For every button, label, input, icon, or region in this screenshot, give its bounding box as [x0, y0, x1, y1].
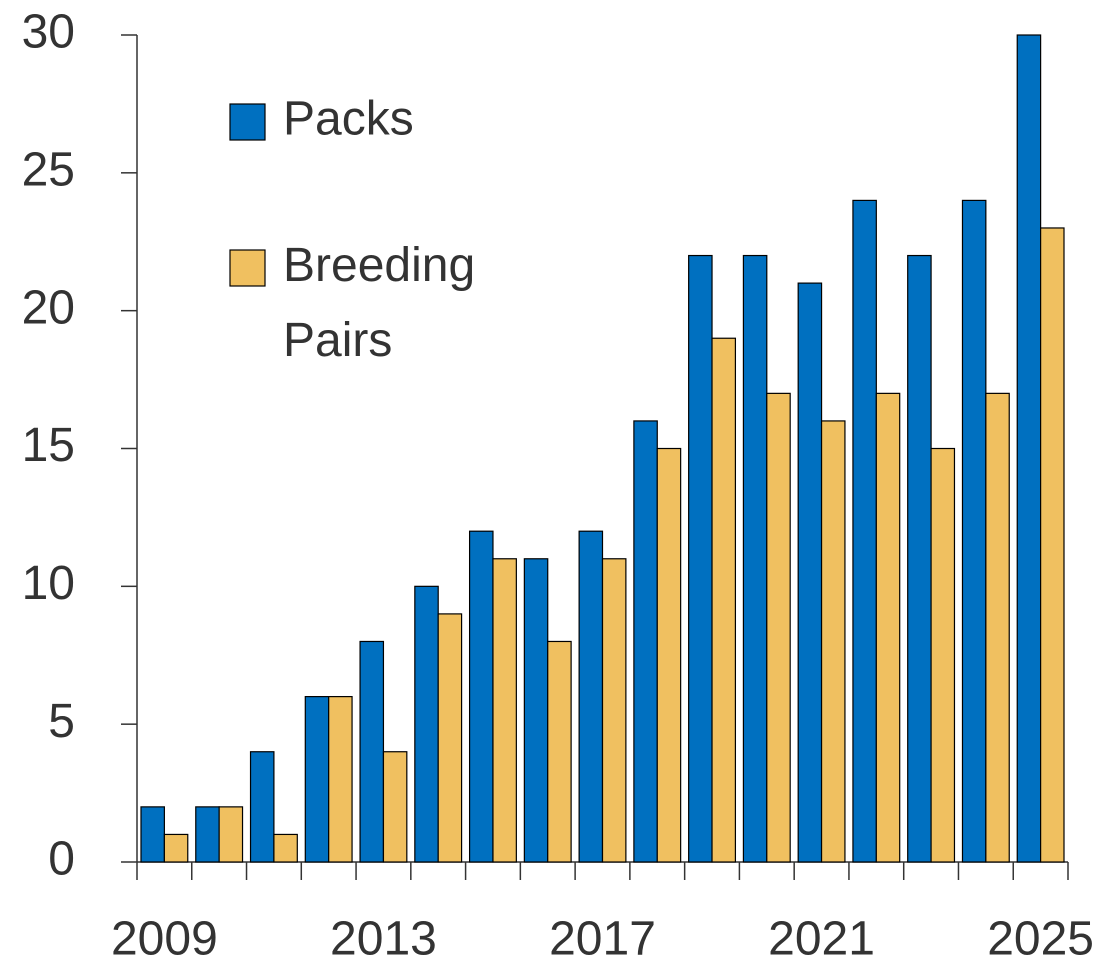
bar [742, 254, 768, 863]
bar [601, 558, 627, 863]
bar [414, 585, 439, 863]
bar [1016, 34, 1042, 863]
bar [328, 695, 353, 863]
bar [578, 530, 604, 863]
bar [766, 392, 791, 863]
bar [547, 640, 572, 863]
bar [523, 558, 549, 863]
bar [656, 447, 682, 863]
y-tick-label: 20 [22, 281, 75, 334]
bar [820, 420, 846, 863]
legend-swatch [229, 103, 266, 141]
bar [492, 558, 517, 863]
bar [218, 806, 244, 863]
bar [163, 833, 189, 863]
y-tick-label: 10 [22, 557, 75, 610]
y-tick-label: 30 [22, 6, 75, 59]
legend-label: Packs [283, 93, 414, 146]
bar [437, 613, 463, 863]
x-tick-label: 2017 [549, 913, 656, 966]
legend-swatch [229, 249, 266, 287]
bar [797, 282, 823, 863]
bar [273, 833, 298, 863]
bar [985, 392, 1010, 863]
x-tick-label: 2021 [768, 913, 875, 966]
x-tick-label: 2009 [111, 913, 218, 966]
bar [907, 254, 932, 863]
x-tick-label: 2025 [987, 913, 1094, 966]
y-tick-label: 15 [22, 419, 75, 472]
bar [930, 447, 956, 863]
bar [249, 751, 275, 863]
bar [875, 392, 901, 863]
y-tick-label: 0 [48, 833, 75, 886]
bar [359, 640, 385, 863]
bar [688, 254, 713, 863]
bar [195, 806, 220, 863]
bar [961, 199, 987, 863]
bar [1040, 227, 1065, 863]
bar [711, 337, 737, 863]
legend-label: Breeding Pairs [283, 239, 475, 367]
bar [382, 751, 408, 863]
bar [304, 695, 330, 863]
bar [852, 199, 877, 863]
bar [633, 420, 658, 863]
bar [140, 806, 165, 863]
y-tick-label: 5 [48, 695, 75, 748]
y-tick-label: 25 [22, 144, 75, 197]
x-tick-label: 2013 [330, 913, 437, 966]
bar [468, 530, 494, 863]
